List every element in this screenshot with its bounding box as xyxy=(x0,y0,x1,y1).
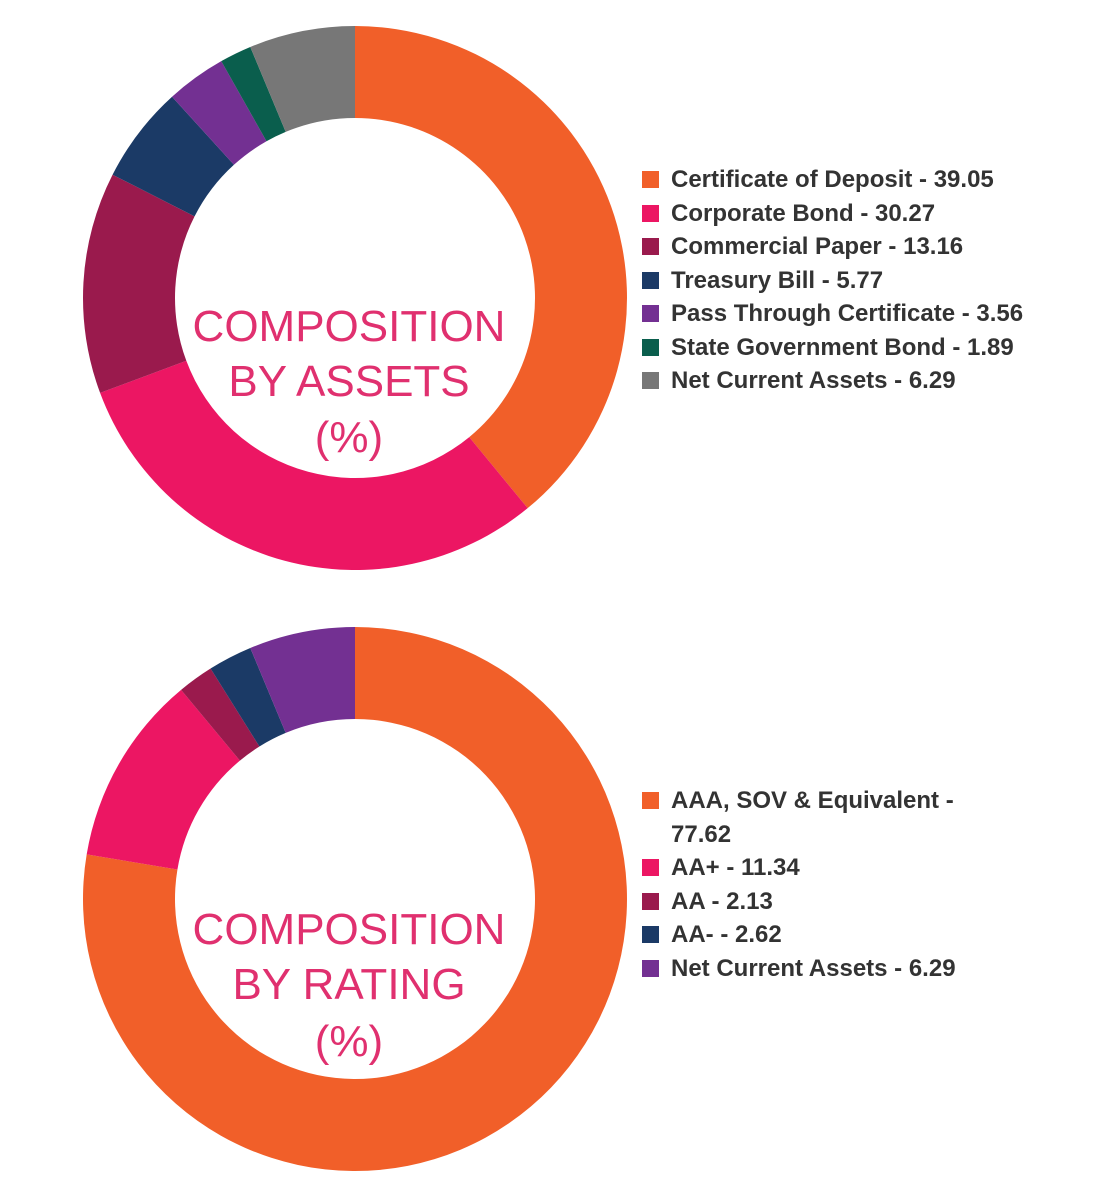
donut-slice-aaa-sov-equivalent xyxy=(82,627,627,1171)
legend-label: AA - 2.13 xyxy=(671,887,773,915)
assets-chart: COMPOSITION BY ASSETS (%) Certificate of… xyxy=(0,0,1109,600)
assets-title-line-3: (%) xyxy=(315,413,383,462)
legend-swatch xyxy=(642,792,659,809)
donut-slice-treasury-bill xyxy=(112,96,234,217)
legend-item: AA - 2.13 xyxy=(642,885,1092,919)
legend-swatch xyxy=(642,238,659,255)
legend-label: Net Current Assets - 6.29 xyxy=(671,367,956,394)
assets-title-line-1: COMPOSITION xyxy=(193,302,506,351)
assets-donut: COMPOSITION BY ASSETS (%) xyxy=(82,26,628,570)
legend-swatch xyxy=(642,305,659,322)
legend-item: Corporate Bond - 30.27 xyxy=(642,197,1092,231)
donut-slice-aa xyxy=(86,689,240,870)
legend-item: AA+ - 11.34 xyxy=(642,851,1092,885)
legend-item: State Government Bond - 1.89 xyxy=(642,331,1092,365)
legend-item: Commercial Paper - 13.16 xyxy=(642,230,1092,264)
donut-slice-aa xyxy=(181,668,260,761)
legend-item: AAA, SOV & Equivalent - 77.62 xyxy=(642,784,1092,851)
assets-title-line-2: BY ASSETS xyxy=(228,357,469,406)
legend-label: AA+ - 11.34 xyxy=(671,854,800,881)
legend-swatch xyxy=(642,926,659,943)
legend-item: Net Current Assets - 6.29 xyxy=(642,952,1092,986)
legend-swatch xyxy=(642,859,659,876)
legend-item: Pass Through Certificate - 3.56 xyxy=(642,297,1092,331)
donut-slice-certificate-of-deposit xyxy=(355,26,628,509)
legend-label: AA- - 2.62 xyxy=(671,921,782,948)
legend-item: AA- - 2.62 xyxy=(642,918,1092,952)
rating-legend: AAA, SOV & Equivalent - 77.62 AA+ - 11.3… xyxy=(642,784,1092,985)
legend-swatch xyxy=(642,171,659,188)
legend-label: Treasury Bill - 5.77 xyxy=(671,266,884,294)
rating-donut: COMPOSITION BY RATING (%) xyxy=(82,627,627,1171)
legend-item: Net Current Assets - 6.29 xyxy=(642,364,1092,398)
donut-slice-net-current-assets xyxy=(250,26,355,132)
legend-swatch xyxy=(642,892,659,910)
rating-title-line-1: COMPOSITION xyxy=(193,905,506,954)
legend-swatch xyxy=(642,204,659,222)
legend-item: Treasury Bill - 5.77 xyxy=(642,264,1092,298)
donut-slice-aa xyxy=(210,647,286,747)
legend-label: Corporate Bond - 30.27 xyxy=(671,199,936,227)
rating-chart: COMPOSITION BY RATING (%) AAA, SOV & Equ… xyxy=(0,601,1109,1201)
legend-label: Certificate of Deposit - 39.05 xyxy=(671,166,994,193)
legend-swatch xyxy=(642,338,659,356)
legend-label: State Government Bond - 1.89 xyxy=(671,333,1014,361)
donut-slice-pass-through-certificate xyxy=(172,61,267,165)
donut-slice-corporate-bond xyxy=(100,360,528,570)
donut-slice-net-current-assets xyxy=(250,627,355,733)
assets-legend: Certificate of Deposit - 39.05 Corporate… xyxy=(642,163,1092,398)
legend-swatch xyxy=(642,271,659,289)
legend-item: Certificate of Deposit - 39.05 xyxy=(642,163,1092,197)
donut-slice-state-government-bond xyxy=(221,46,286,142)
legend-swatch xyxy=(642,372,659,389)
legend-label: Net Current Assets - 6.29 xyxy=(671,954,956,982)
legend-label: Pass Through Certificate - 3.56 xyxy=(671,300,1024,327)
rating-title-line-3: (%) xyxy=(315,1017,383,1066)
rating-title-line-2: BY RATING xyxy=(232,960,465,1009)
donut-slice-commercial-paper xyxy=(82,174,195,393)
legend-label: AAA, SOV & Equivalent - 77.62 xyxy=(671,787,954,848)
legend-label: Commercial Paper - 13.16 xyxy=(671,233,964,260)
legend-swatch xyxy=(642,959,659,977)
